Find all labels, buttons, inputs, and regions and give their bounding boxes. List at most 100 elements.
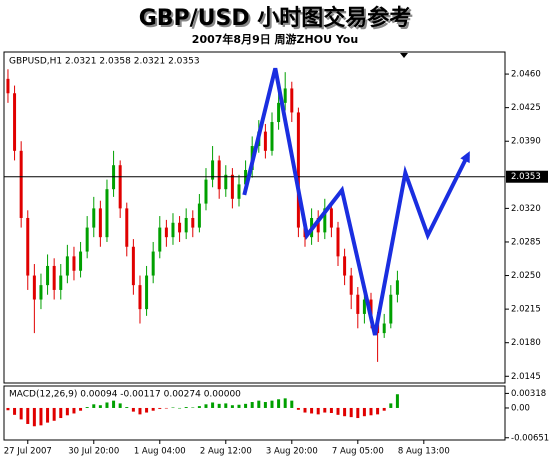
macd-bar (6, 407, 10, 411)
y-tick-label: 2.0145 (511, 372, 541, 382)
macd-bar (151, 407, 155, 411)
y-tick-label: 2.0425 (511, 103, 541, 113)
macd-bar (92, 404, 96, 408)
macd-bar (158, 407, 162, 409)
x-tick-label: 7 Aug 05:00 (332, 447, 384, 457)
candle-body (362, 299, 366, 314)
macd-bar (125, 407, 129, 408)
y-tick-label: 2.0250 (511, 271, 541, 281)
x-tick-label: 2 Aug 12:00 (200, 447, 252, 457)
macd-bar (303, 407, 307, 413)
candle-body (138, 285, 142, 310)
macd-bar (112, 400, 116, 408)
macd-bar (257, 400, 261, 408)
candle-body (98, 208, 102, 238)
candle-body (343, 256, 347, 276)
macd-bar (323, 407, 327, 413)
macd-bar (72, 407, 76, 414)
candle-body (204, 179, 208, 204)
macd-bar (52, 407, 56, 421)
y2-tick-label: 0.00318 (511, 389, 546, 399)
candle-body (131, 246, 135, 286)
macd-bar (277, 399, 281, 408)
macd-bar (336, 407, 340, 415)
candle-body (211, 160, 215, 180)
macd-bar (138, 407, 142, 415)
x-tick-label: 1 Aug 04:00 (134, 447, 186, 457)
candle-body (217, 160, 221, 190)
forecast-arrowhead (460, 151, 470, 164)
candle-body (191, 217, 195, 228)
macd-bar (224, 403, 228, 408)
y2-tick-label: 0.00 (511, 403, 530, 413)
chart-title: GBP/USD 小时图交易参考 (139, 5, 412, 31)
title-shadow: GBP/USD 小时图交易参考 (141, 7, 414, 33)
x-tick-label: 30 Jul 20:00 (68, 447, 119, 457)
macd-bar (211, 402, 215, 408)
candle-body (356, 294, 360, 314)
candle-body (178, 222, 182, 233)
macd-bar (382, 407, 386, 411)
macd-bar (191, 407, 195, 409)
candle-body (72, 256, 76, 271)
macd-bar (290, 400, 294, 408)
macd-bar (362, 407, 366, 417)
candle-body (283, 88, 287, 103)
macd-bar (369, 407, 373, 416)
candle-body (13, 93, 17, 151)
macd-bar (59, 407, 63, 419)
candle-body (26, 217, 30, 276)
candle-body (277, 102, 281, 123)
macd-bar (65, 407, 69, 416)
y-tick-label: 2.0180 (511, 338, 541, 348)
price-panel (3, 51, 506, 384)
y-tick-label: 2.0390 (511, 137, 541, 147)
candle-body (164, 227, 168, 238)
forecast-line (242, 67, 470, 336)
macd-bar (230, 405, 234, 408)
candle-body (184, 217, 188, 233)
macd-bar (164, 407, 168, 409)
macd-bar (13, 407, 17, 415)
y2-tick-label: -0.00651 (511, 433, 549, 443)
candle-body (237, 184, 241, 199)
candle-body (85, 227, 89, 252)
candle-body (389, 294, 393, 324)
macd-bar (270, 400, 274, 408)
macd-bar (26, 407, 30, 424)
candle-body (270, 122, 274, 151)
macd-bar (197, 406, 201, 408)
macd-bar (329, 407, 333, 413)
candle-body (224, 174, 228, 190)
macd-bar (85, 407, 89, 408)
macd-bar (184, 407, 188, 408)
candle-body (79, 251, 83, 271)
candle-body (329, 208, 333, 228)
chart-subtitle: 2007年8月9日 周游ZHOU You (192, 32, 358, 46)
candle-body (39, 285, 43, 300)
macd-bar (250, 402, 254, 408)
candle-body (46, 265, 50, 286)
macd-bar (46, 407, 50, 423)
x-tick-label: 8 Aug 13:00 (398, 447, 450, 457)
macd-bar (283, 398, 287, 408)
info-text: GBPUSD,H1 2.0321 2.0358 2.0321 2.0353 (9, 57, 200, 67)
macd-bar (32, 407, 36, 427)
candle-body (59, 275, 63, 290)
candle-body (118, 165, 122, 209)
macd-bar (204, 404, 208, 408)
candle-body (105, 189, 109, 238)
x-tick-label: 27 Jul 2007 (4, 447, 52, 457)
macd-bar (145, 407, 149, 413)
candle-body (395, 280, 399, 295)
macd-bar (118, 403, 122, 408)
macd-bar (263, 402, 267, 408)
macd-bar (395, 394, 399, 408)
macd-bar (105, 402, 109, 408)
macd-bar (316, 407, 320, 415)
macd-bar (376, 407, 380, 415)
macd-bar (244, 403, 248, 408)
candle-body (316, 217, 320, 233)
candle-body (382, 323, 386, 334)
